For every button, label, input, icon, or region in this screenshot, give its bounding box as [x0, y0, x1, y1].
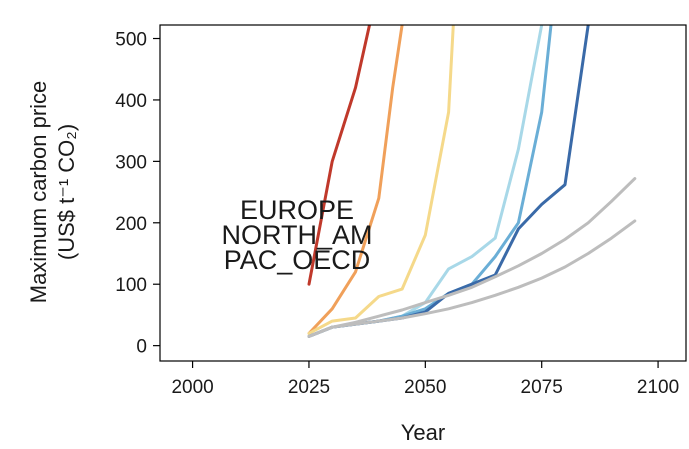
series-layer	[307, 25, 637, 338]
y-tick-label: 200	[115, 214, 147, 235]
annotation-europe: EUROPE	[240, 195, 354, 225]
plot-frame	[159, 24, 687, 362]
x-tick-label: 2075	[521, 377, 563, 398]
x-tick-label: 2025	[288, 377, 330, 398]
y-axis: 0 100 200 300 400 500	[115, 30, 160, 358]
y-axis-unit: (US$ t⁻¹ CO₂)	[54, 124, 79, 260]
series-line-8	[307, 219, 637, 338]
series-line-2	[307, 25, 404, 335]
series-line-3	[307, 25, 455, 335]
series-line-1	[307, 25, 372, 286]
y-tick-label: 300	[115, 152, 147, 173]
y-tick-label: 400	[115, 91, 147, 112]
annotation-north-am: NORTH_AM	[221, 220, 372, 250]
x-axis: 2000 2025 2050 2075 2100	[171, 361, 679, 398]
x-tick-label: 2050	[404, 377, 446, 398]
y-tick-label: 0	[136, 337, 147, 358]
y-tick-label: 100	[115, 275, 147, 296]
x-axis-label: Year	[401, 420, 445, 445]
series-line-7	[307, 177, 637, 338]
region-annotations: EUROPE NORTH_AM PAC_OECD	[221, 195, 372, 275]
y-tick-label: 500	[115, 30, 147, 51]
y-axis-label-group: Maximum carbon price (US$ t⁻¹ CO₂)	[26, 81, 79, 304]
x-tick-label: 2000	[171, 377, 213, 398]
x-tick-label: 2100	[637, 377, 679, 398]
annotation-pac-oecd: PAC_OECD	[224, 245, 371, 275]
y-axis-label: Maximum carbon price	[26, 81, 51, 304]
